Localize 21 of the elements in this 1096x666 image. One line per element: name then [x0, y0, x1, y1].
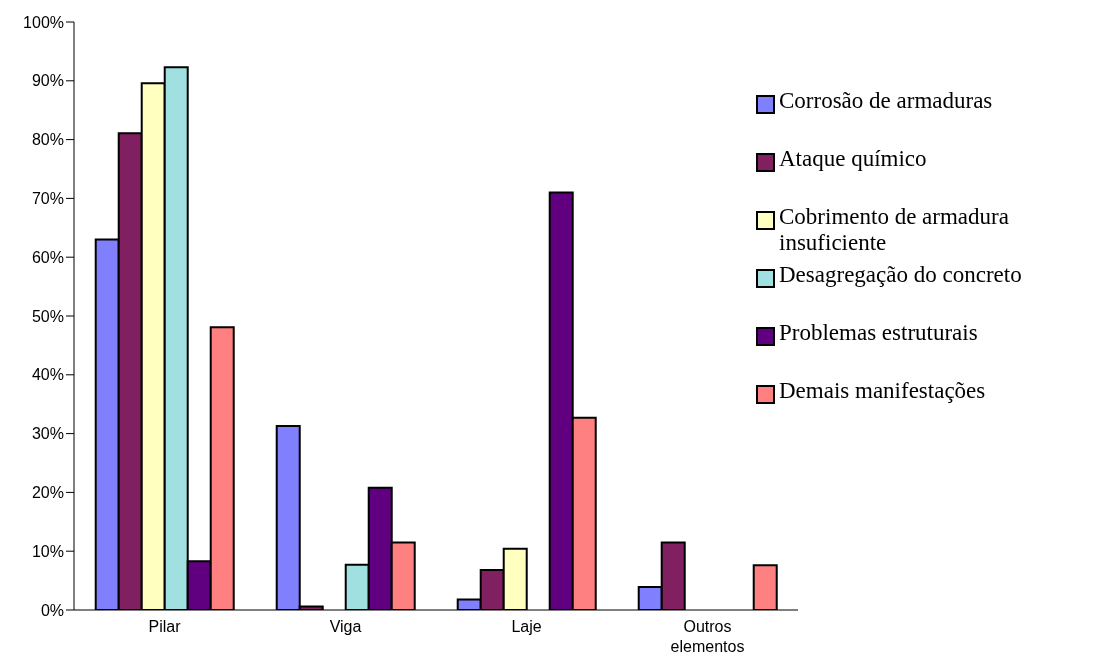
y-tick-label: 10% — [31, 542, 64, 560]
legend-label: Ataque químico — [779, 146, 927, 172]
y-tick-label: 50% — [31, 307, 64, 325]
x-tick-label: Laje — [511, 618, 542, 635]
legend-label: Cobrimento de armadura insuficiente — [779, 204, 1010, 256]
legend-label: Corrosão de armaduras — [779, 88, 993, 114]
x-tick-label: Pilar — [148, 618, 182, 635]
y-tick-label: 60% — [31, 248, 64, 266]
y-tick-label: 40% — [31, 366, 64, 384]
legend-label: Desagregação do concreto — [779, 262, 1022, 288]
y-tick-label: 0% — [40, 601, 64, 619]
legend-label: Demais manifestações — [779, 378, 986, 404]
x-tick-label: Viga — [329, 618, 362, 635]
y-tick-label: 80% — [31, 131, 64, 149]
y-tick-label: 90% — [31, 72, 64, 90]
y-tick-label: 30% — [31, 425, 64, 443]
y-tick-label: 100% — [23, 13, 64, 31]
legend-label: Problemas estruturais — [779, 320, 978, 346]
y-tick-label: 70% — [31, 190, 64, 208]
y-tick-label: 20% — [31, 484, 64, 502]
x-tick-label: Outros elementos — [670, 618, 745, 655]
